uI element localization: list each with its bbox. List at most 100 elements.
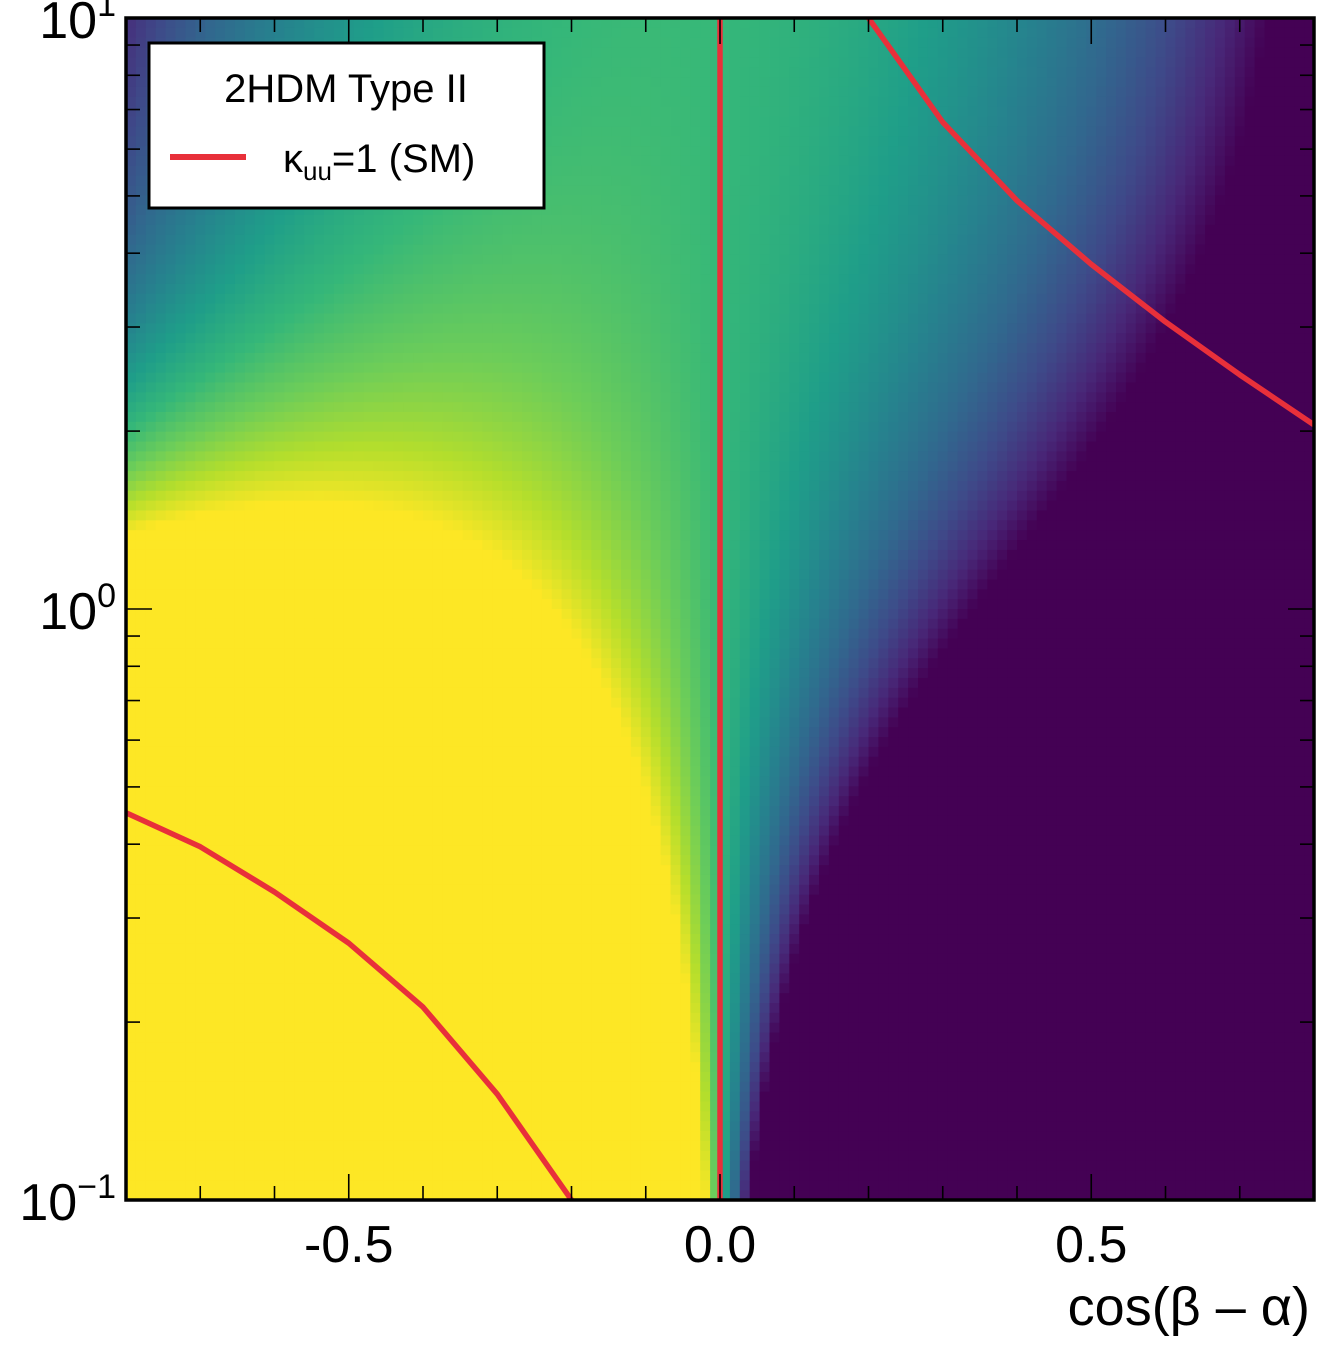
heatmap-cell: [1096, 37, 1107, 49]
heatmap-cell: [254, 372, 266, 384]
heatmap-cell: [333, 412, 345, 423]
heatmap-cell: [700, 412, 711, 423]
heatmap-cell: [314, 254, 325, 265]
heatmap-cell: [680, 254, 691, 265]
heatmap-cell: [690, 333, 701, 344]
heatmap-cell: [1036, 165, 1048, 177]
heatmap-cell: [284, 412, 295, 423]
heatmap-cell: [799, 165, 810, 177]
heatmap-cell: [442, 421, 454, 433]
heatmap-cell: [1036, 37, 1048, 49]
heatmap-cell: [1076, 175, 1087, 187]
heatmap-cell: [522, 303, 533, 315]
heatmap-cell: [957, 274, 969, 285]
heatmap-cell: [997, 175, 1008, 187]
heatmap-cell: [977, 362, 988, 374]
heatmap-cell: [343, 254, 355, 265]
heatmap-cell: [611, 195, 622, 206]
heatmap-cell: [581, 352, 592, 364]
heatmap-cell: [393, 303, 404, 315]
heatmap-cell: [1274, 274, 1285, 285]
heatmap-cell: [482, 303, 493, 315]
heatmap-cell: [531, 224, 543, 236]
heatmap-cell: [135, 264, 147, 275]
heatmap-cell: [630, 352, 642, 364]
heatmap-cell: [819, 47, 830, 58]
heatmap-cell: [185, 18, 196, 29]
heatmap-cell: [640, 303, 652, 315]
heatmap-cell: [769, 126, 780, 137]
heatmap-cell: [274, 18, 285, 29]
heatmap-cell: [1165, 116, 1176, 127]
heatmap-cell: [155, 224, 167, 236]
heatmap-cell: [423, 392, 434, 403]
heatmap-cell: [1215, 165, 1226, 177]
heatmap-cell: [908, 283, 919, 295]
heatmap-cell: [1195, 57, 1206, 68]
heatmap-cell: [561, 146, 573, 157]
heatmap-cell: [858, 293, 870, 305]
heatmap-cell: [1007, 175, 1018, 187]
heatmap-cell: [828, 293, 840, 305]
heatmap-cell: [809, 215, 820, 226]
heatmap-cell: [215, 293, 226, 305]
heatmap-cell: [1125, 352, 1137, 364]
heatmap-cell: [908, 323, 919, 334]
heatmap-cell: [551, 215, 563, 226]
heatmap-cell: [1304, 352, 1314, 364]
heatmap-cell: [650, 185, 662, 196]
heatmap-cell: [1284, 96, 1295, 108]
heatmap-cell: [1017, 313, 1028, 324]
heatmap-cell: [1066, 106, 1077, 118]
heatmap-cell: [413, 402, 424, 413]
heatmap-cell: [720, 136, 731, 147]
heatmap-cell: [720, 402, 731, 413]
heatmap-cell: [333, 343, 345, 354]
heatmap-cell: [1165, 195, 1176, 206]
heatmap-cell: [1017, 392, 1028, 403]
heatmap-cell: [1224, 264, 1236, 275]
heatmap-cell: [947, 402, 959, 413]
heatmap-cell: [977, 165, 988, 177]
heatmap-cell: [175, 27, 186, 39]
heatmap-cell: [710, 313, 721, 324]
heatmap-cell: [779, 47, 790, 58]
heatmap-cell: [1017, 195, 1028, 206]
heatmap-cell: [1185, 343, 1196, 354]
heatmap-cell: [1274, 146, 1285, 157]
heatmap-cell: [1086, 244, 1097, 255]
heatmap-cell: [878, 215, 889, 226]
heatmap-cell: [393, 352, 404, 364]
heatmap-cell: [888, 283, 899, 295]
heatmap-cell: [1007, 392, 1018, 403]
heatmap-cell: [779, 106, 790, 118]
heatmap-cell: [947, 333, 959, 344]
heatmap-cell: [274, 303, 285, 315]
heatmap-cell: [611, 343, 622, 354]
heatmap-cell: [739, 244, 751, 255]
heatmap-cell: [621, 412, 632, 423]
heatmap-cell: [720, 352, 731, 364]
heatmap-cell: [1036, 47, 1048, 58]
heatmap-cell: [1046, 205, 1058, 216]
heatmap-cell: [680, 47, 691, 58]
heatmap-cell: [858, 136, 870, 147]
heatmap-cell: [571, 392, 582, 403]
heatmap-cell: [1026, 352, 1038, 364]
heatmap-cell: [611, 57, 622, 68]
heatmap-cell: [1086, 205, 1097, 216]
heatmap-cell: [650, 264, 662, 275]
heatmap-cell: [1076, 215, 1087, 226]
heatmap-cell: [423, 372, 434, 384]
heatmap-cell: [759, 18, 771, 29]
heatmap-cell: [878, 136, 889, 147]
heatmap-cell: [1294, 86, 1305, 98]
heatmap-cell: [1056, 27, 1068, 39]
heatmap-cell: [1086, 234, 1097, 246]
heatmap-cell: [937, 165, 949, 177]
heatmap-cell: [670, 47, 681, 58]
heatmap-cell: [1294, 195, 1305, 206]
heatmap-cell: [1125, 303, 1137, 315]
heatmap-cell: [739, 362, 751, 374]
heatmap-cell: [997, 274, 1008, 285]
